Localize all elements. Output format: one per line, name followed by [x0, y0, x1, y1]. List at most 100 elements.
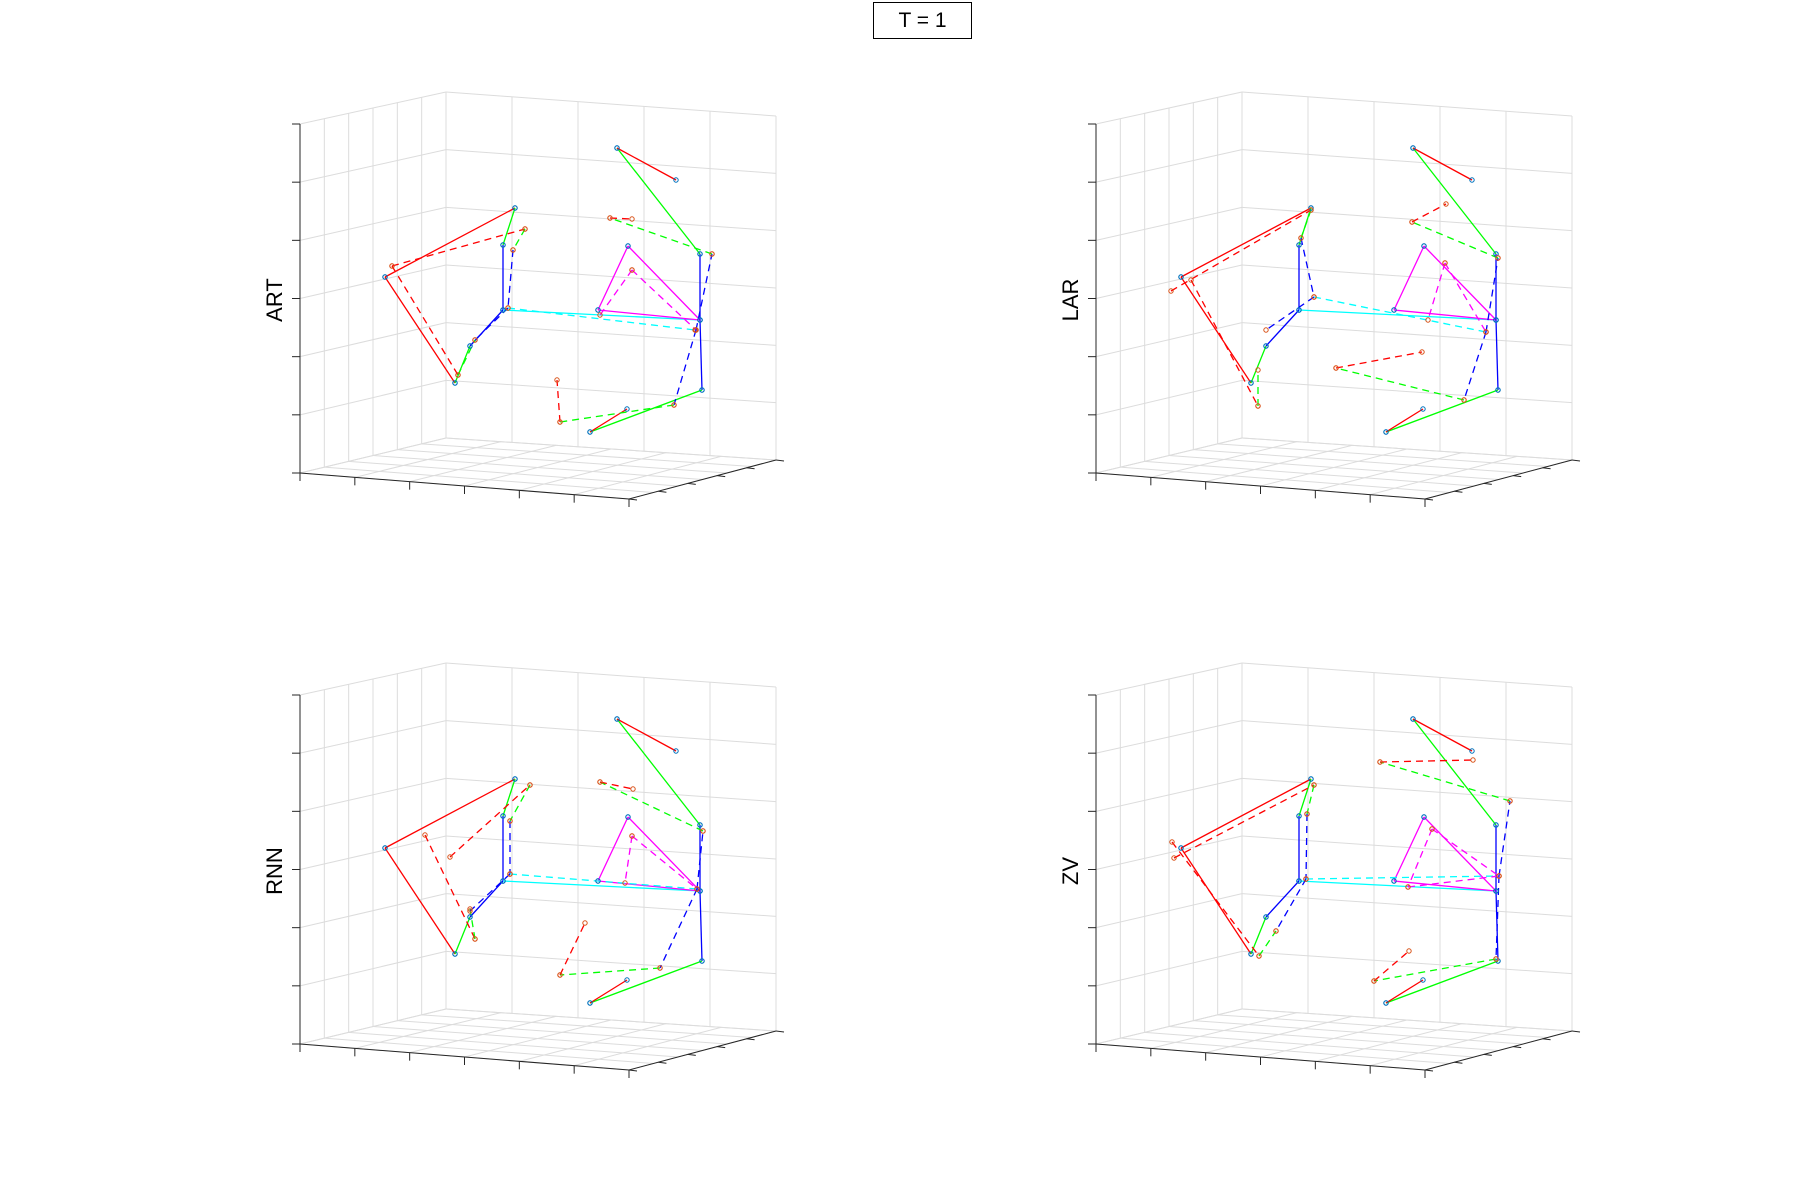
predicted-joint-marker	[1308, 207, 1314, 213]
predicted-joint-marker	[629, 216, 635, 222]
y-tick	[628, 1069, 638, 1072]
predicted-bone	[599, 269, 633, 316]
grid-line	[372, 1026, 703, 1051]
ground-truth-bone	[1265, 309, 1300, 347]
figure-title: T = 1	[873, 2, 972, 39]
ground-truth-bone	[1385, 979, 1424, 1004]
ground-truth-joint-marker	[1248, 951, 1254, 957]
predicted-bone	[1407, 875, 1500, 888]
y-tick	[717, 1046, 726, 1049]
y-tick	[746, 1038, 755, 1041]
predicted-joint-marker	[657, 965, 663, 971]
predicted-joint-marker	[1443, 201, 1449, 207]
ground-truth-bone	[627, 816, 701, 892]
ground-truth-bone	[1180, 778, 1312, 849]
predicted-bone	[1305, 875, 1500, 880]
predicted-joint-marker	[582, 920, 588, 926]
y-tick	[1424, 1069, 1434, 1072]
ground-truth-joint-marker	[1296, 878, 1302, 884]
ground-truth-bone	[1393, 816, 1425, 882]
y-tick	[1454, 490, 1463, 493]
predicted-bone	[1379, 759, 1474, 763]
panel-zv: ZV	[1058, 662, 1581, 1078]
grid-line	[1095, 91, 1243, 125]
predicted-bone	[1485, 257, 1499, 333]
grid-line	[299, 322, 447, 358]
ground-truth-joint-marker	[1421, 243, 1427, 249]
grid-line	[1241, 264, 1573, 289]
y-tick	[1513, 1046, 1522, 1049]
predicted-bone	[1407, 828, 1433, 888]
grid-line	[1241, 893, 1573, 917]
ground-truth-joint-marker	[1263, 343, 1269, 349]
grid-line	[1217, 443, 1548, 467]
ground-truth-bone	[1495, 319, 1499, 391]
predicted-bone	[1444, 262, 1487, 333]
predicted-joint-marker	[557, 972, 563, 978]
ground-truth-joint-marker	[382, 274, 388, 280]
predicted-joint-marker	[1493, 956, 1499, 962]
ground-truth-bone	[1180, 207, 1312, 278]
ground-truth-bone	[699, 890, 703, 962]
ground-truth-joint-marker	[1420, 977, 1426, 983]
grid-line	[445, 379, 777, 404]
panel-art: ART	[262, 91, 785, 507]
grid-line	[324, 466, 654, 493]
grid-line	[348, 1031, 679, 1058]
predicted-bone	[659, 888, 698, 969]
ground-truth-joint-marker	[1383, 429, 1389, 435]
ground-truth-bone	[502, 207, 516, 246]
predicted-bone	[1427, 262, 1446, 321]
predicted-joint-marker	[1496, 873, 1502, 879]
ground-truth-bone	[597, 245, 629, 311]
ground-truth-joint-marker	[625, 243, 631, 249]
predicted-joint-marker	[1298, 235, 1304, 241]
grid-line	[324, 1037, 654, 1064]
predicted-joint-marker	[1419, 349, 1425, 355]
predicted-joint-marker	[1495, 255, 1501, 261]
predicted-bone	[1373, 950, 1410, 982]
ground-truth-joint-marker	[1308, 205, 1314, 211]
ground-truth-joint-marker	[697, 317, 703, 323]
ground-truth-bone	[1265, 880, 1300, 918]
ground-truth-bone	[597, 816, 629, 882]
y-tick	[687, 1053, 696, 1056]
grid-line	[299, 264, 447, 299]
ground-truth-bone	[616, 718, 677, 752]
grid-line	[1168, 1026, 1499, 1051]
ground-truth-joint-marker	[1248, 380, 1254, 386]
y-tick	[687, 482, 696, 485]
predicted-joint-marker	[693, 327, 699, 333]
panel-label: LAR	[1058, 279, 1083, 322]
grid-line	[1095, 893, 1243, 929]
grid-line	[1095, 379, 1243, 416]
predicted-bone	[509, 873, 698, 890]
ground-truth-bone	[1412, 718, 1497, 826]
predicted-bone	[1335, 367, 1465, 401]
grid-line	[445, 777, 777, 803]
predicted-bone	[559, 922, 586, 976]
ground-truth-bone	[1250, 345, 1267, 384]
ground-truth-bone	[1412, 718, 1473, 752]
ground-truth-joint-marker	[1421, 814, 1427, 820]
predicted-joint-marker	[422, 832, 428, 838]
ground-truth-joint-marker	[1178, 845, 1184, 851]
grid-line	[1095, 720, 1243, 754]
y-tick	[1542, 467, 1551, 470]
y-tick	[1571, 459, 1581, 462]
predicted-joint-marker	[1377, 759, 1383, 765]
ground-truth-joint-marker	[1493, 888, 1499, 894]
grid-line	[445, 893, 777, 917]
grid-line	[1241, 379, 1573, 404]
predicted-bone	[1306, 784, 1315, 815]
grid-line	[1241, 1008, 1573, 1032]
predicted-joint-marker	[629, 267, 635, 273]
grid-line	[299, 91, 447, 125]
predicted-bone	[1495, 875, 1500, 960]
predicted-joint-marker	[597, 312, 603, 318]
predicted-joint-marker	[1442, 260, 1448, 266]
ground-truth-bone	[1393, 245, 1425, 311]
ground-truth-joint-marker	[1469, 177, 1475, 183]
predicted-bone	[509, 784, 531, 822]
